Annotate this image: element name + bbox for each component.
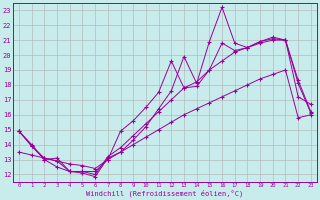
X-axis label: Windchill (Refroidissement éolien,°C): Windchill (Refroidissement éolien,°C) (86, 190, 244, 197)
